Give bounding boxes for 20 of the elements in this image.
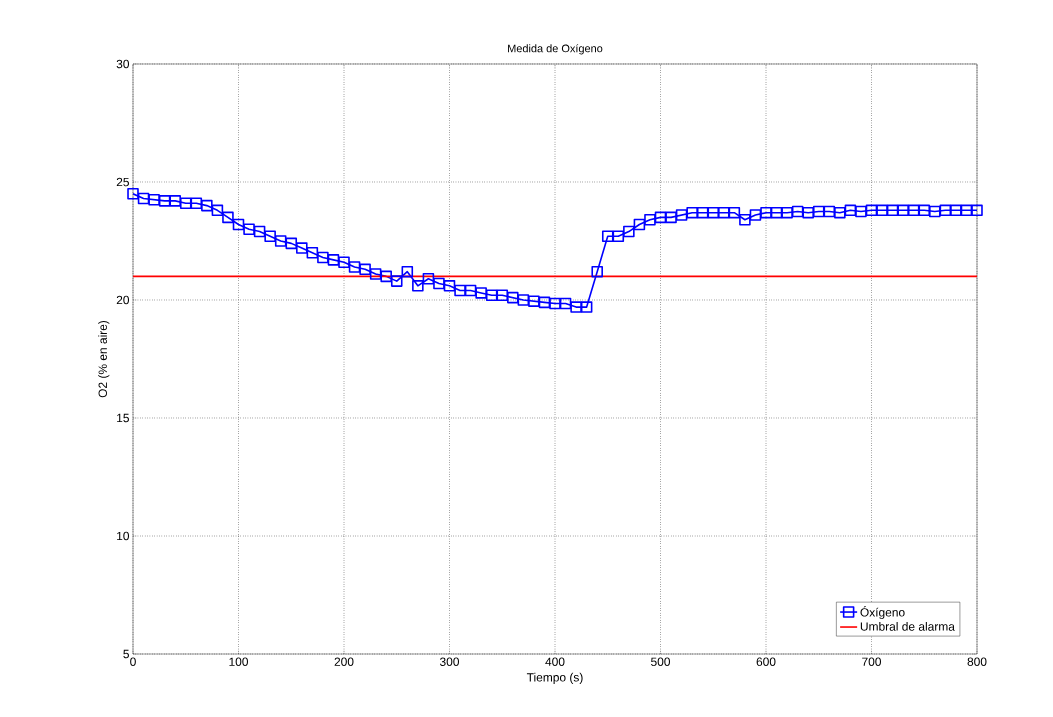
x-tick-label: 500 [651, 657, 671, 666]
y-tick-label: 30 [116, 59, 130, 69]
x-tick-label: 700 [862, 657, 882, 666]
x-tick-label: 100 [229, 657, 249, 666]
y-tick-label: 20 [116, 295, 130, 305]
legend-label: Óxígeno [860, 606, 905, 619]
x-tick-label: 0 [130, 657, 136, 666]
legend-label: Umbral de alarma [860, 621, 955, 631]
x-tick-label: 400 [545, 657, 565, 666]
x-axis-title: Tiempo (s) [526, 672, 583, 684]
x-tick-label: 600 [756, 657, 776, 666]
y-axis-title: O2 (% en aire) [98, 320, 110, 398]
y-tick-label: 5 [123, 649, 129, 659]
y-tick-label: 15 [117, 413, 129, 423]
y-tick-label: 25 [116, 177, 129, 187]
x-tick-label: 300 [439, 657, 460, 666]
x-tick-label: 800 [967, 657, 987, 666]
chart-title: Medida de Oxígeno [508, 44, 603, 55]
y-tick-label: 10 [117, 531, 130, 541]
x-tick-label: 200 [334, 657, 354, 666]
